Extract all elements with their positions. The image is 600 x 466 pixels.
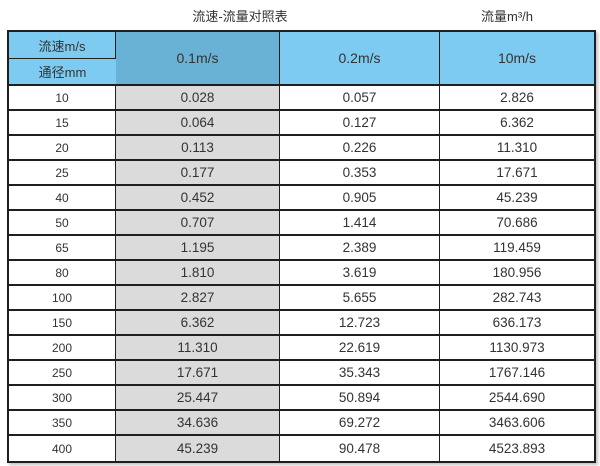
table-row: 200 11.310 22.619 1130.973 <box>9 336 594 361</box>
flow-value-cell: 35.343 <box>280 361 440 386</box>
flow-value-cell: 11.310 <box>440 136 594 161</box>
flow-value-cell: 4523.893 <box>440 436 594 461</box>
table-header: 流速m/s 0.1m/s 0.2m/s 10m/s 通径mm <box>9 32 594 86</box>
table-row: 400 45.239 90.478 4523.893 <box>9 436 594 461</box>
table-row: 65 1.195 2.389 119.459 <box>9 236 594 261</box>
flow-value-cell: 25.447 <box>116 386 280 411</box>
column-header-0-1ms: 0.1m/s <box>116 32 280 86</box>
diameter-cell: 40 <box>9 186 116 211</box>
flow-value-cell: 45.239 <box>440 186 594 211</box>
diameter-cell: 50 <box>9 211 116 236</box>
table-row: 300 25.447 50.894 2544.690 <box>9 386 594 411</box>
flow-value-cell: 34.636 <box>116 411 280 436</box>
flow-value-cell: 69.272 <box>280 411 440 436</box>
table-row: 150 6.362 12.723 636.173 <box>9 311 594 336</box>
table-header-row-bottom: 通径mm <box>9 59 594 86</box>
flow-value-cell: 1.810 <box>116 261 280 286</box>
table-row: 80 1.810 3.619 180.956 <box>9 261 594 286</box>
flow-value-cell: 0.113 <box>116 136 280 161</box>
flow-value-cell: 3463.606 <box>440 411 594 436</box>
flow-value-cell: 0.353 <box>280 161 440 186</box>
diameter-cell: 100 <box>9 286 116 311</box>
flow-value-cell: 1.195 <box>116 236 280 261</box>
table-row: 10 0.028 0.057 2.826 <box>9 86 594 111</box>
flow-value-cell: 2.827 <box>116 286 280 311</box>
flow-value-cell: 0.127 <box>280 111 440 136</box>
diameter-cell: 200 <box>9 336 116 361</box>
diameter-cell: 250 <box>9 361 116 386</box>
table-row: 15 0.064 0.127 6.362 <box>9 111 594 136</box>
flow-value-cell: 1130.973 <box>440 336 594 361</box>
flow-value-cell: 1767.146 <box>440 361 594 386</box>
flow-value-cell: 180.956 <box>440 261 594 286</box>
flow-value-cell: 0.177 <box>116 161 280 186</box>
flow-value-cell: 17.671 <box>440 161 594 186</box>
flow-value-cell: 0.905 <box>280 186 440 211</box>
flow-value-cell: 6.362 <box>440 111 594 136</box>
flow-value-cell: 282.743 <box>440 286 594 311</box>
flow-value-cell: 70.686 <box>440 211 594 236</box>
flow-value-cell: 3.619 <box>280 261 440 286</box>
diameter-cell: 20 <box>9 136 116 161</box>
table-row: 50 0.707 1.414 70.686 <box>9 211 594 236</box>
diameter-cell: 150 <box>9 311 116 336</box>
diameter-cell: 25 <box>9 161 116 186</box>
flow-value-cell: 2544.690 <box>440 386 594 411</box>
table-row: 250 17.671 35.343 1767.146 <box>9 361 594 386</box>
flow-value-cell: 5.655 <box>280 286 440 311</box>
flow-value-cell: 636.173 <box>440 311 594 336</box>
diameter-cell: 400 <box>9 436 116 461</box>
flow-value-cell: 0.057 <box>280 86 440 111</box>
diameter-cell: 65 <box>9 236 116 261</box>
flow-value-cell: 0.226 <box>280 136 440 161</box>
flow-value-cell: 22.619 <box>280 336 440 361</box>
flow-value-cell: 0.028 <box>116 86 280 111</box>
table-row: 20 0.113 0.226 11.310 <box>9 136 594 161</box>
flow-value-cell: 0.452 <box>116 186 280 211</box>
flow-value-cell: 0.064 <box>116 111 280 136</box>
diameter-cell: 300 <box>9 386 116 411</box>
flow-value-cell: 17.671 <box>116 361 280 386</box>
table-body: 10 0.028 0.057 2.826 15 0.064 0.127 6.362 20 0.11… <box>9 86 594 461</box>
diameter-cell: 80 <box>9 261 116 286</box>
flow-value-cell: 1.414 <box>280 211 440 236</box>
flow-value-cell: 50.894 <box>280 386 440 411</box>
column-header-10ms: 10m/s <box>440 32 594 86</box>
flow-value-cell: 12.723 <box>280 311 440 336</box>
column-header-0-2ms: 0.2m/s <box>280 32 440 86</box>
table-row: 100 2.827 5.655 282.743 <box>9 286 594 311</box>
page-title: 流速-流量对照表 <box>192 9 288 24</box>
flow-value-cell: 90.478 <box>280 436 440 461</box>
flow-value-cell: 11.310 <box>116 336 280 361</box>
flow-value-cell: 2.389 <box>280 236 440 261</box>
diameter-cell: 15 <box>9 111 116 136</box>
flow-value-cell: 0.707 <box>116 211 280 236</box>
corner-label-velocity: 流速m/s <box>9 32 116 59</box>
diameter-cell: 10 <box>9 86 116 111</box>
diameter-cell: 350 <box>9 411 116 436</box>
table-row: 350 34.636 69.272 3463.606 <box>9 411 594 436</box>
flow-value-cell: 119.459 <box>440 236 594 261</box>
flow-value-cell: 45.239 <box>116 436 280 461</box>
flow-value-cell: 6.362 <box>116 311 280 336</box>
table-header-row-top: 流速m/s 0.1m/s 0.2m/s 10m/s <box>9 32 594 86</box>
velocity-flow-table: 流速m/s 0.1m/s 0.2m/s 10m/s 通径mm 10 0.028 0.… <box>7 30 596 463</box>
table-row: 40 0.452 0.905 45.239 <box>9 186 594 211</box>
table-row: 25 0.177 0.353 17.671 <box>9 161 594 186</box>
flow-value-cell: 2.826 <box>440 86 594 111</box>
flow-unit-label: 流量m³/h <box>480 9 534 24</box>
corner-label-diameter: 通径mm <box>9 59 116 86</box>
